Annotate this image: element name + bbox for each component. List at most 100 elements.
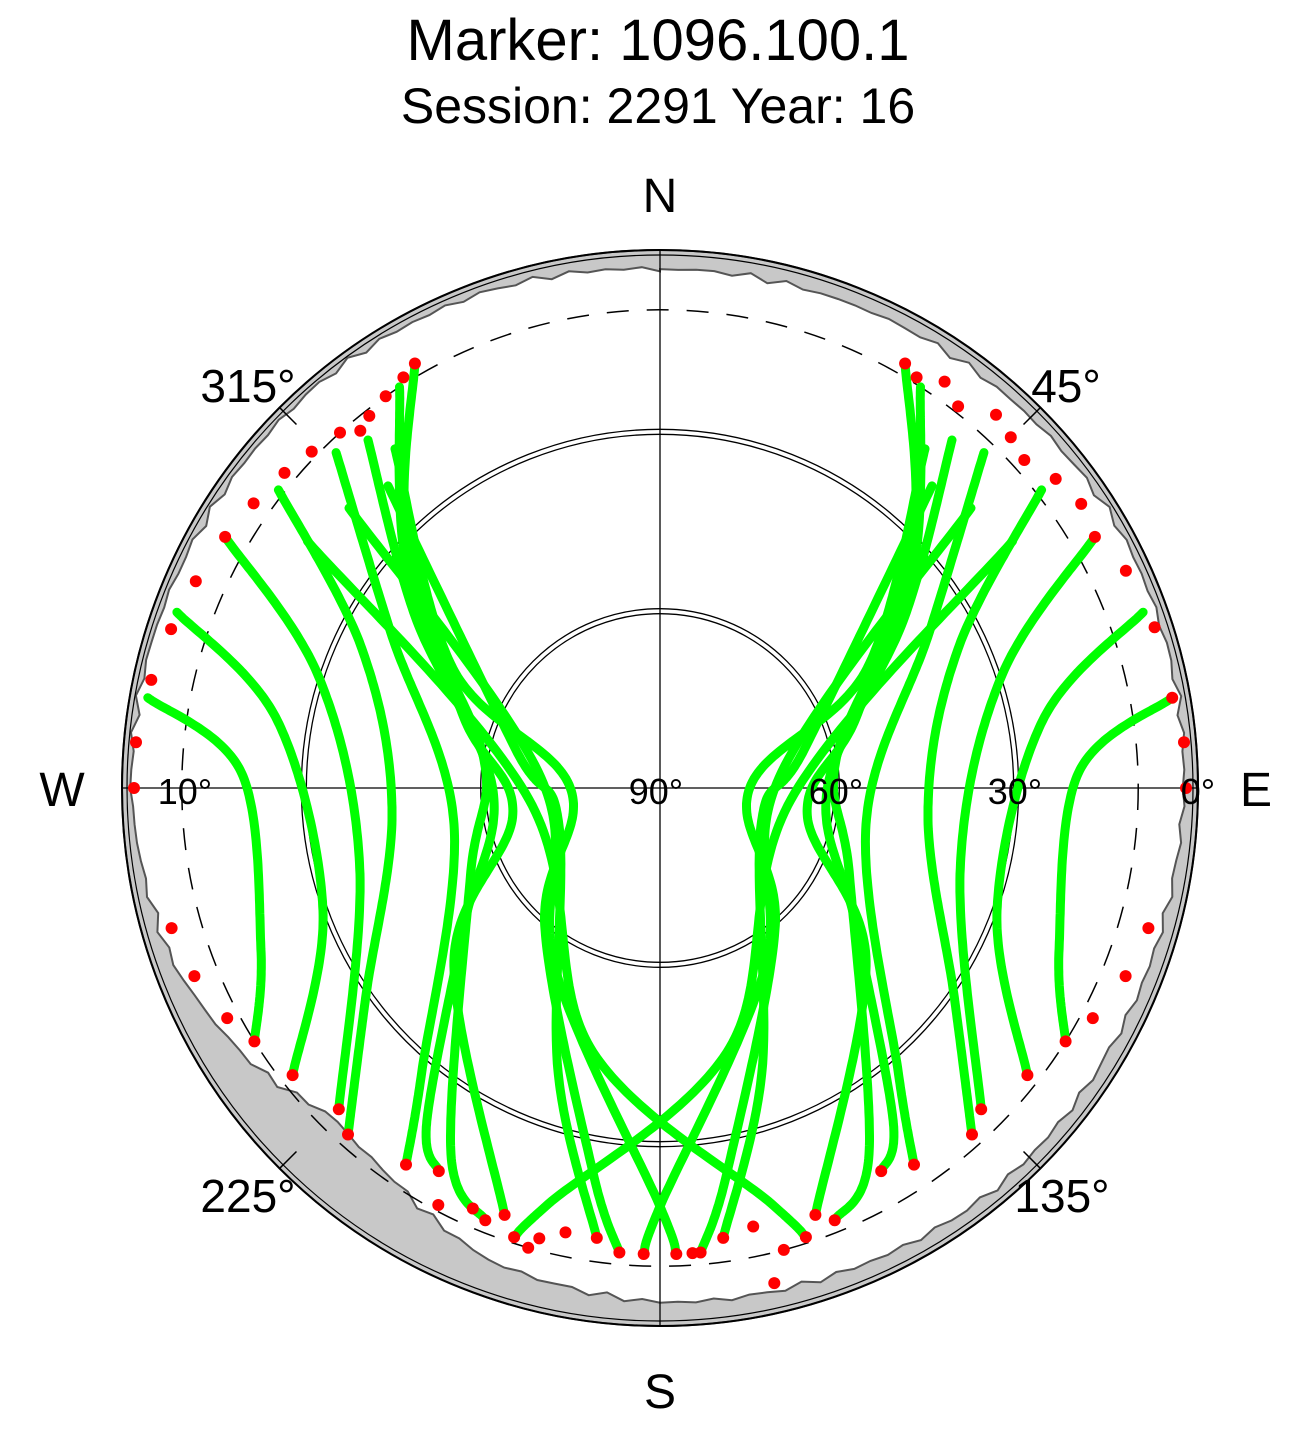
accepted-track (860, 448, 989, 1170)
elevation-tick-label: 0° (1181, 771, 1215, 812)
rejected-point (910, 371, 923, 384)
rejected-point (508, 1231, 521, 1244)
chart-subtitle: Session: 2291 Year: 16 (400, 78, 916, 134)
compass-west-label: W (39, 764, 85, 817)
rejected-point (899, 357, 912, 370)
rejected-point (189, 575, 202, 588)
rejected-point (334, 426, 346, 439)
rejected-point (221, 1012, 234, 1025)
rejected-point (354, 424, 367, 437)
rejected-observations (128, 357, 1192, 1290)
rejected-point (145, 673, 158, 686)
rejected-point (559, 1226, 572, 1239)
azimuth-tick-label: 45° (1031, 360, 1101, 412)
rejected-point (768, 1277, 781, 1290)
rejected-point (637, 1248, 650, 1260)
rejected-point (408, 357, 421, 370)
chart-title: Marker: 1096.100.1 (406, 8, 910, 73)
rejected-point (466, 1202, 479, 1215)
rejected-point (332, 1103, 345, 1116)
rejected-point (1148, 621, 1161, 634)
rejected-point (686, 1247, 699, 1260)
rejected-point (278, 466, 291, 479)
rejected-point (938, 375, 951, 388)
rejected-point (809, 1208, 822, 1221)
rejected-point (1018, 454, 1031, 466)
rejected-point (128, 782, 140, 794)
rejected-point (363, 409, 376, 422)
rejected-point (828, 1214, 841, 1227)
rejected-point (1119, 564, 1132, 577)
rejected-point (777, 1243, 790, 1256)
accepted-track (639, 503, 976, 1259)
rejected-point (498, 1208, 511, 1221)
accepted-track (302, 536, 811, 1242)
rejected-point (613, 1246, 626, 1259)
rejected-point (990, 408, 1002, 421)
azimuth-tick-label: 315° (200, 360, 295, 412)
elevation-tick-label: 60° (809, 771, 863, 812)
rejected-point (1178, 736, 1190, 749)
rejected-point (908, 1158, 920, 1171)
rejected-point (130, 736, 142, 749)
rejected-point (952, 400, 965, 413)
rejected-point (1004, 431, 1017, 444)
azimuth-tick (1022, 1150, 1041, 1169)
rejected-point (397, 371, 410, 384)
accepted-track (509, 536, 1018, 1242)
accepted-track (923, 485, 1047, 1139)
accepted-track (1054, 693, 1177, 1046)
accepted-track (394, 382, 492, 1225)
accepted-track (331, 448, 460, 1170)
accepted-track (273, 485, 397, 1139)
azimuth-tick-label: 135° (1014, 1170, 1109, 1222)
compass-south-label: S (644, 1366, 676, 1419)
rejected-point (717, 1231, 730, 1244)
rejected-point (342, 1128, 354, 1141)
rejected-point (479, 1214, 492, 1227)
accepted-track (955, 532, 1100, 1114)
rejected-point (1088, 530, 1101, 543)
rejected-point (1059, 1035, 1072, 1048)
rejected-point (165, 623, 178, 636)
elevation-tick-label: 30° (988, 771, 1042, 812)
rejected-point (432, 1165, 445, 1178)
accepted-track (363, 435, 499, 1176)
rejected-point (875, 1165, 888, 1178)
rejected-point (1049, 472, 1062, 485)
accepted-observations (143, 359, 1177, 1259)
rejected-point (286, 1069, 299, 1082)
accepted-track (220, 532, 365, 1114)
azimuth-tick (279, 407, 298, 426)
rejected-point (1142, 922, 1155, 935)
rejected-point (305, 445, 318, 458)
accepted-track (143, 693, 266, 1046)
rejected-point (966, 1128, 978, 1141)
rejected-point (1075, 497, 1088, 510)
rejected-point (219, 530, 232, 543)
rejected-point (1086, 1012, 1099, 1025)
elevation-tick-label: 90° (629, 771, 683, 812)
rejected-point (165, 922, 178, 935)
label-layer: N S E W 45° 135° 225° 315° 0° 30° 60° 90… (39, 170, 1272, 1419)
rejected-point (747, 1220, 760, 1233)
rejected-point (379, 390, 392, 403)
rejected-point (432, 1199, 445, 1211)
accepted-track (992, 607, 1148, 1080)
rejected-point (400, 1158, 412, 1171)
accepted-track (172, 607, 328, 1080)
rejected-point (247, 497, 260, 510)
rejected-point (670, 1248, 683, 1260)
azimuth-tick (279, 1150, 298, 1169)
azimuth-tick (1022, 407, 1041, 426)
rejected-point (1180, 782, 1192, 794)
rejected-point (533, 1232, 546, 1245)
rejected-point (1021, 1069, 1034, 1082)
rejected-point (522, 1241, 535, 1254)
rejected-point (1119, 970, 1132, 983)
azimuth-tick-label: 225° (200, 1170, 295, 1222)
rejected-point (975, 1103, 988, 1116)
elevation-tick-label: 10° (158, 771, 212, 812)
accepted-track (828, 382, 926, 1225)
